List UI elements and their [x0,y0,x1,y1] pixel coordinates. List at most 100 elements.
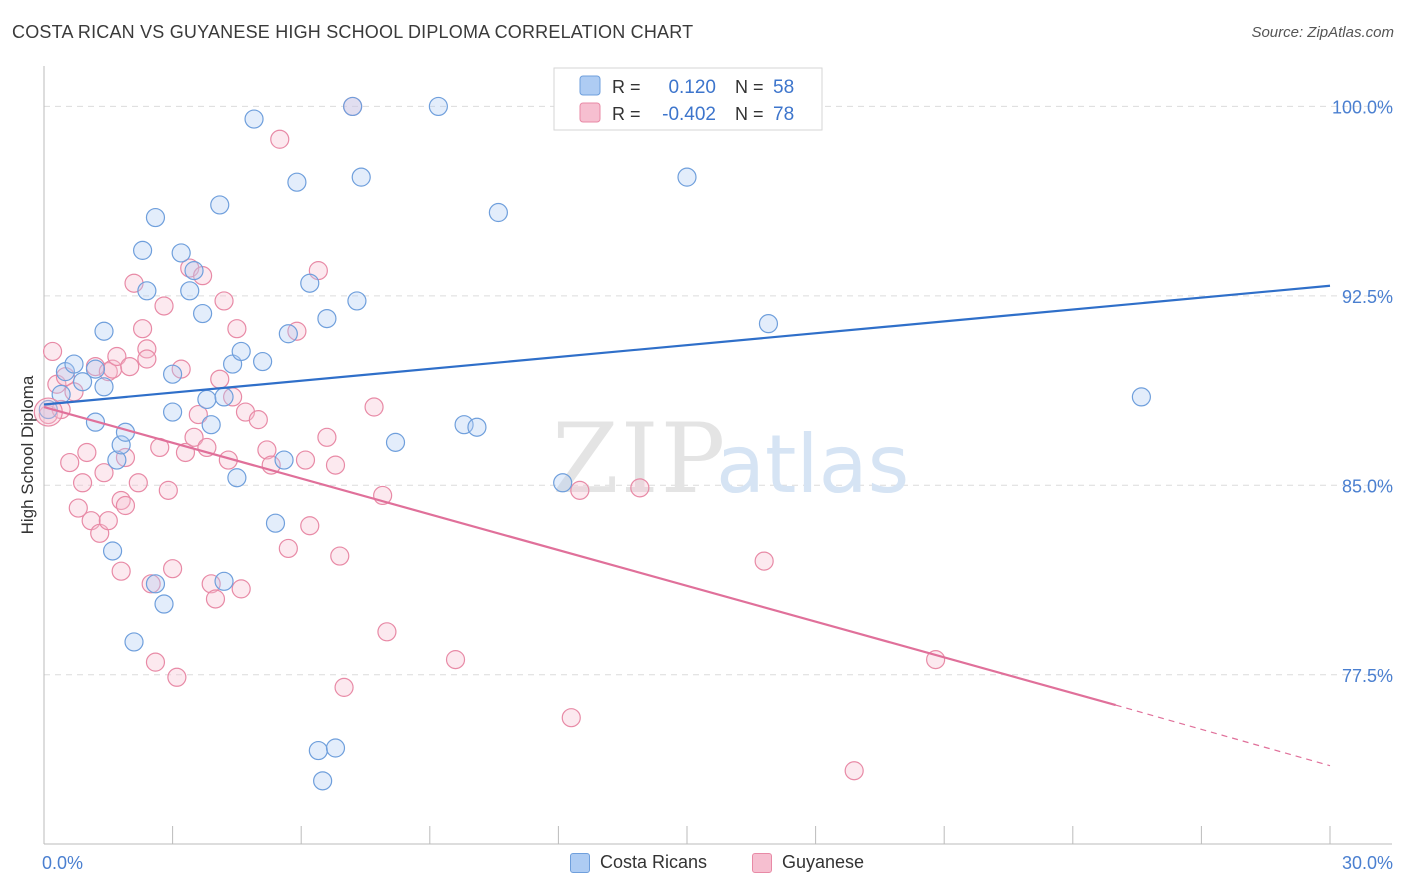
guyanese-point [184,427,204,447]
costa-rican-point [102,541,123,561]
costa-rican-point [38,399,58,420]
legend-swatch-guyanese [752,852,772,873]
costa-rican-point [180,281,200,301]
guyanese-point [154,296,174,316]
chart-title: COSTA RICAN VS GUYANESE HIGH SCHOOL DIPL… [12,22,694,42]
guyanese-point [188,404,208,425]
y-tick-label: 77.5% [1342,666,1393,686]
watermark-atlas: atlas [716,418,909,511]
guyanese-point [163,559,183,579]
source-label: Source: ZipAtlas.com [1251,24,1394,41]
guyanese-point [231,579,251,599]
costa-rican-trend-line [43,284,1331,406]
legend-r-label: R = [612,77,641,97]
legend-top: R = 0.120 N = 58 R = -0.402 N = 78 [553,67,823,131]
costa-rican-point [197,389,217,410]
costa-rican-point [94,377,114,397]
legend-n-label: N = [735,104,764,124]
costa-rican-point [64,354,84,374]
costa-rican-point [351,167,371,187]
guyanese-point [68,498,88,518]
costa-rican-point [94,321,114,341]
costa-rican-point [428,96,448,117]
legend-r-value: 0.120 [668,77,716,98]
costa-rican-point [287,172,307,192]
guyanese-point [334,677,354,697]
guyanese-point [300,516,320,536]
costa-rican-point [385,432,406,452]
legend-n-value: 78 [773,104,794,125]
costa-rican-point [308,740,328,761]
costa-rican-point [184,261,204,281]
costa-rican-point [317,308,337,329]
costa-rican-point [325,738,346,758]
legend-r-label: R = [612,104,641,124]
costa-rican-point [300,273,320,293]
x-tick-label: 30.0% [1342,853,1393,873]
guyanese-point [132,319,153,339]
costa-rican-point [171,243,191,263]
guyanese-point [445,650,466,670]
guyanese-point [94,463,114,483]
guyanese-point [128,473,148,493]
guyanese-point [377,622,397,642]
guyanese-trend-extension [1115,704,1331,767]
costa-rican-point [72,372,93,392]
guyanese-point [754,551,774,571]
guyanese-point [210,369,230,389]
costa-rican-point [677,167,697,187]
costa-rican-point [107,450,127,470]
guyanese-point [120,356,140,377]
guyanese-point [214,291,234,311]
costa-rican-point [201,415,221,435]
legend-n-label: N = [735,77,764,97]
costa-rican-point [231,341,251,362]
guyanese-point [248,410,268,430]
guyanese-point [317,427,337,447]
legend-label-costa-ricans: Costa Ricans [600,852,708,872]
costa-rican-point [313,771,333,791]
guyanese-point [145,652,166,672]
costa-rican-point [137,281,157,301]
costa-rican-point [467,417,487,437]
x-tick-label: 0.0% [42,853,83,873]
legend-bottom: Costa Ricans Guyanese [0,852,1406,878]
trend-lines [43,284,1331,767]
guyanese-point [295,450,316,470]
guyanese-point [926,650,946,670]
costa-rican-point [244,109,264,129]
costa-rican-point [124,632,144,652]
costa-rican-point [758,314,779,334]
guyanese-point [77,442,97,463]
y-tick-label: 85.0% [1342,476,1393,496]
costa-rican-point [253,351,273,372]
guyanese-point [60,452,80,473]
costa-rican-point [145,207,166,228]
guyanese-point [570,480,590,500]
costa-rican-point [145,574,166,594]
guyanese-trend-line [43,405,1116,707]
guyanese-point [325,455,346,475]
costa-rican-point [1131,387,1151,407]
legend-r-value: -0.402 [662,104,716,125]
guyanese-point [98,511,118,531]
y-tick-label: 92.5% [1342,287,1393,307]
guyanese-point [72,473,93,493]
costa-rican-point [347,291,367,311]
costa-rican-point [85,359,106,379]
costa-rican-point [154,594,174,614]
costa-rican-point [163,364,183,384]
costa-rican-point [343,96,363,117]
guyanese-point [107,346,127,367]
legend-item-guyanese: Guyanese [752,852,864,873]
legend-swatch-pink [579,102,601,123]
guyanese-point [278,538,298,559]
guyanese-point [330,546,350,566]
costa-rican-point [227,468,247,488]
costa-rican-point [265,513,286,533]
guyanese-point [270,129,290,149]
legend-swatch-costa-ricans [570,852,590,873]
guyanese-point [137,339,157,359]
guyanese-point [630,478,650,498]
